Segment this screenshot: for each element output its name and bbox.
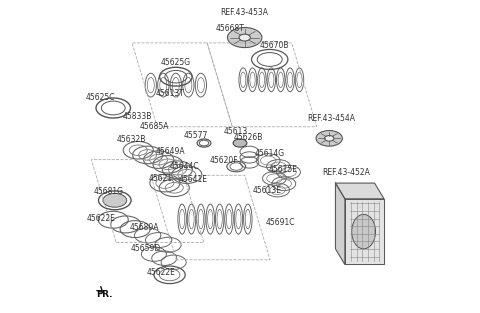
- Text: 45641E: 45641E: [179, 175, 207, 183]
- Text: 45632B: 45632B: [116, 135, 146, 144]
- Text: 45615E: 45615E: [269, 165, 298, 174]
- Text: 45620F: 45620F: [209, 156, 238, 165]
- Text: 45622E: 45622E: [147, 269, 176, 277]
- Text: 45613E: 45613E: [253, 187, 282, 195]
- Text: 45613T: 45613T: [156, 90, 184, 98]
- Text: 45614G: 45614G: [255, 149, 285, 158]
- Text: REF.43-452A: REF.43-452A: [322, 168, 370, 177]
- Text: 45833B: 45833B: [123, 112, 152, 121]
- Ellipse shape: [103, 193, 127, 207]
- Text: REF.43-453A: REF.43-453A: [221, 8, 269, 17]
- Ellipse shape: [239, 34, 251, 41]
- Text: 45577: 45577: [183, 131, 208, 140]
- Text: 45625C: 45625C: [86, 93, 116, 101]
- Ellipse shape: [316, 131, 342, 146]
- Ellipse shape: [324, 136, 334, 141]
- Text: 45670B: 45670B: [260, 41, 289, 50]
- Text: 45685A: 45685A: [140, 122, 169, 131]
- Text: 45668T: 45668T: [216, 24, 244, 33]
- Ellipse shape: [233, 139, 247, 147]
- Text: 45691C: 45691C: [266, 218, 295, 227]
- Text: 45626B: 45626B: [234, 133, 264, 142]
- Polygon shape: [336, 183, 345, 264]
- Ellipse shape: [352, 214, 375, 249]
- Text: 45659D: 45659D: [131, 244, 161, 253]
- Text: 45689A: 45689A: [130, 223, 159, 232]
- Polygon shape: [345, 199, 384, 264]
- Text: 45613: 45613: [224, 127, 248, 136]
- Text: 45621: 45621: [149, 174, 173, 183]
- Text: 45622E: 45622E: [86, 214, 115, 223]
- Text: FR.: FR.: [96, 290, 112, 299]
- Text: 45625G: 45625G: [161, 58, 191, 67]
- Text: 45681G: 45681G: [94, 187, 123, 196]
- Polygon shape: [336, 183, 384, 199]
- Text: REF.43-454A: REF.43-454A: [307, 115, 355, 123]
- Ellipse shape: [228, 28, 262, 48]
- Text: 45644C: 45644C: [169, 162, 199, 171]
- Text: 45649A: 45649A: [156, 147, 185, 156]
